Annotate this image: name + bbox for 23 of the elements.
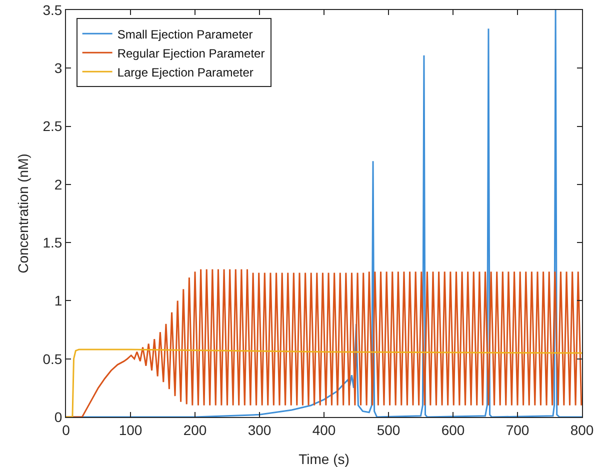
y-tick-label: 1 bbox=[54, 292, 62, 309]
x-tick-label: 600 bbox=[441, 422, 465, 438]
y-tick-label: 0 bbox=[54, 408, 62, 425]
y-tick-label: 2 bbox=[54, 176, 62, 192]
x-tick-label: 800 bbox=[570, 422, 594, 438]
y-tick-label: 3 bbox=[54, 60, 62, 76]
x-tick-label: 300 bbox=[248, 422, 272, 438]
x-axis-title: Time (s) bbox=[298, 451, 350, 467]
y-axis-title: Concentration (nM) bbox=[15, 154, 31, 274]
legend-label: Large Ejection Parameter bbox=[117, 65, 254, 80]
line-series bbox=[66, 348, 582, 417]
x-tick-label: 500 bbox=[376, 422, 400, 438]
legend-label: Regular Ejection Parameter bbox=[117, 46, 265, 60]
x-tick-label: 400 bbox=[312, 422, 336, 438]
y-tick-label: 2.5 bbox=[42, 118, 62, 134]
y-tick-label: 3.5 bbox=[42, 2, 62, 18]
y-tick-label: 1.5 bbox=[42, 234, 62, 250]
y-tick-label: 0.5 bbox=[42, 350, 62, 367]
x-tick-label: 100 bbox=[118, 422, 142, 438]
line-series bbox=[66, 10, 582, 417]
legend-label: Small Ejection Parameter bbox=[117, 27, 253, 42]
x-tick-label: 200 bbox=[183, 422, 207, 438]
x-tick-label: 700 bbox=[506, 422, 530, 438]
